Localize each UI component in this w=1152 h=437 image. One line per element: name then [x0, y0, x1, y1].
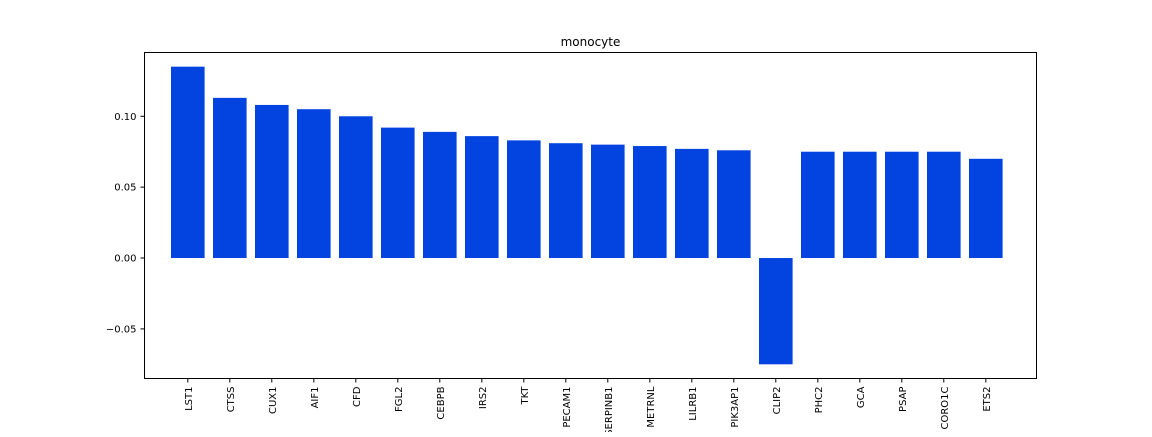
- x-tick-label: PSAP: [898, 387, 909, 412]
- x-tick-label: CTSS: [226, 387, 237, 413]
- bar-metrnl: [633, 146, 667, 259]
- x-tick-label: PHC2: [814, 387, 825, 414]
- bar-gca: [843, 151, 877, 259]
- bar-phc2: [801, 151, 835, 259]
- bar-cux1: [255, 104, 289, 259]
- x-tick-label: LST1: [184, 387, 195, 411]
- bar-serpinb1: [591, 144, 625, 259]
- x-tick-label: CEBPB: [436, 386, 447, 419]
- x-tick-label: CORO1C: [940, 386, 951, 429]
- bar-psap: [885, 151, 919, 259]
- bar-coro1c: [927, 151, 961, 259]
- x-tick-label: CLIP2: [772, 387, 783, 415]
- y-tick-label: 0.00: [114, 254, 136, 265]
- bar-tkt: [507, 140, 541, 259]
- chart-title: monocyte: [561, 35, 621, 49]
- plot-frame: [144, 52, 1037, 379]
- bar-cfd: [339, 116, 373, 259]
- y-tick-label: 0.05: [114, 183, 136, 194]
- bar-ets2: [969, 158, 1003, 259]
- x-axis: LST1 CTSS CUX1 AIF1 CFD FGL2 CEBPB IRS2 TKT PECAM…: [184, 378, 993, 436]
- y-tick-label: 0.10: [114, 112, 136, 123]
- bar-irs2: [465, 136, 499, 259]
- x-tick-label: SERPINB1: [604, 387, 615, 433]
- x-tick-label: GCA: [856, 386, 867, 408]
- x-tick-label: ETS2: [982, 387, 993, 412]
- bar-pecam1: [549, 143, 583, 259]
- bar-clip2: [759, 258, 793, 365]
- bar-lst1: [171, 66, 205, 259]
- bar-pik3ap1: [717, 150, 751, 259]
- x-tick-label: AIF1: [310, 387, 321, 409]
- x-tick-label: TKT: [520, 386, 531, 406]
- x-tick-label: LILRB1: [688, 387, 699, 421]
- x-tick-label: CUX1: [268, 387, 279, 415]
- bars-group: [171, 66, 1003, 365]
- x-tick-label: IRS2: [478, 387, 489, 410]
- bar-lilrb1: [675, 148, 709, 259]
- x-tick-label: PECAM1: [562, 387, 573, 428]
- x-tick-label: CFD: [352, 386, 363, 407]
- y-tick-label: −0.05: [106, 324, 137, 335]
- bar-fgl2: [381, 127, 415, 259]
- bar-cebpb: [423, 131, 457, 259]
- x-tick-label: METRNL: [646, 386, 657, 427]
- x-tick-label: FGL2: [394, 387, 405, 412]
- bar-ctss: [213, 97, 247, 259]
- y-axis: −0.05 0.00 0.05 0.10: [106, 112, 145, 335]
- x-tick-label: PIK3AP1: [730, 387, 741, 428]
- bar-aif1: [297, 109, 331, 259]
